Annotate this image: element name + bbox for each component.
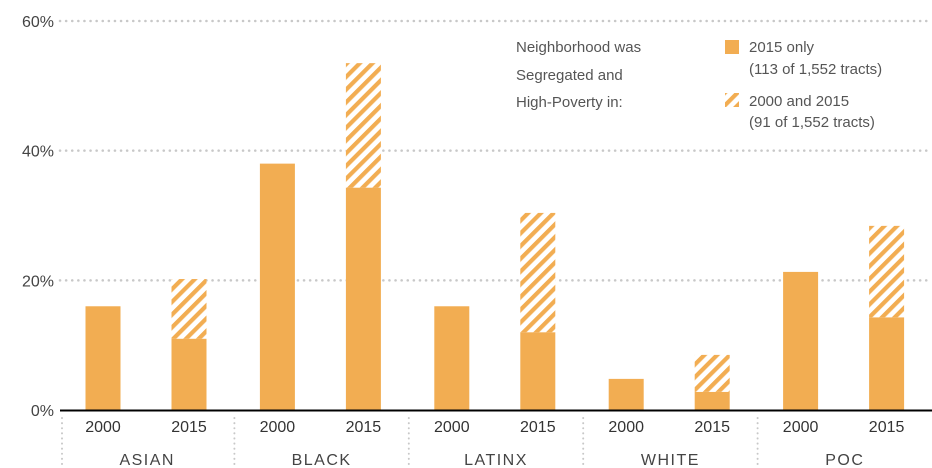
bar-poc-2000-solid: [783, 271, 819, 410]
bar-poc-2015-hatched: [869, 225, 905, 318]
x-tick-year-label: 2000: [434, 419, 470, 436]
legend-intro-line-2: Segregated and: [516, 67, 623, 84]
x-tick-year-label: 2000: [608, 419, 644, 436]
bar-poc-2015-solid: [869, 317, 905, 410]
legend-note-2000-and-2015: (91 of 1,552 tracts): [749, 114, 875, 131]
y-axis: 0% 20% 40% 60%: [22, 14, 54, 420]
x-tick-year-label: 2015: [520, 419, 556, 436]
legend-intro-line-1: Neighborhood was: [516, 39, 641, 56]
x-tick-year-label: 2000: [260, 419, 296, 436]
x-group-label: LATINX: [464, 452, 528, 468]
bar-latinx-2000-solid: [434, 306, 470, 410]
bar-asian-2015-hatched: [171, 279, 207, 339]
x-axis: 2000 2015 ASIAN 2000 2015 BLACK 2000 2015 LATINX…: [61, 417, 905, 468]
bar-asian-2015-solid: [171, 338, 207, 410]
x-tick-year-label: 2015: [346, 419, 382, 436]
gridlines: [58, 19, 932, 282]
x-tick-year-label: 2015: [171, 419, 207, 436]
x-group-label: WHITE: [641, 452, 700, 468]
bar-black-2000-solid: [259, 163, 295, 410]
x-group-label: POC: [825, 452, 864, 468]
bar-black-2015-hatched: [345, 63, 381, 188]
y-tick-label: 40%: [22, 144, 54, 161]
bar-latinx-2015-solid: [520, 332, 556, 410]
legend-intro-line-3: High-Poverty in:: [516, 94, 623, 111]
legend-label-2000-and-2015: 2000 and 2015: [749, 93, 849, 110]
x-group-label: ASIAN: [119, 452, 175, 468]
bar-white-2015-solid: [694, 391, 730, 410]
legend-label-2015-only: 2015 only: [749, 39, 815, 56]
bar-asian-2000-solid: [85, 306, 121, 410]
y-tick-label: 0%: [31, 403, 54, 420]
x-tick-year-label: 2000: [783, 419, 819, 436]
x-tick-year-label: 2015: [869, 419, 905, 436]
y-tick-label: 20%: [22, 273, 54, 290]
bars: [85, 63, 905, 410]
legend: Neighborhood was Segregated and High-Pov…: [516, 39, 882, 131]
bar-white-2000-solid: [608, 378, 644, 410]
y-tick-label: 60%: [22, 14, 54, 31]
x-tick-year-label: 2015: [694, 419, 730, 436]
legend-note-2015-only: (113 of 1,552 tracts): [749, 61, 882, 78]
legend-swatch-2000-and-2015: [725, 93, 739, 107]
x-group-label: BLACK: [292, 452, 352, 468]
x-tick-year-label: 2000: [85, 419, 121, 436]
bar-latinx-2015-hatched: [520, 212, 556, 333]
legend-swatch-2015-only: [725, 40, 739, 54]
bar-black-2015-solid: [345, 187, 381, 410]
bar-white-2015-hatched: [694, 354, 730, 392]
